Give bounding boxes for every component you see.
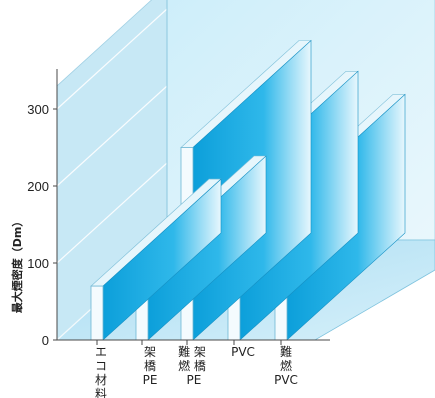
x-tick-label-4: 難燃 PVC — [274, 344, 298, 387]
y-tick-label-1: 100 — [27, 256, 49, 271]
y-tick-label-0: 0 — [42, 333, 49, 348]
gridline-left-3 — [56, 8, 168, 110]
y-tick-label-2: 200 — [27, 179, 49, 194]
y-tick-label-3: 300 — [27, 102, 49, 117]
x-tick-label-2: 難 架燃 橋 PE — [178, 344, 206, 387]
gridline-left-2 — [56, 85, 168, 187]
y-axis-label: 最大煙密度（Dm） — [10, 216, 24, 314]
gridline-left-1 — [56, 162, 168, 264]
bar-front-0 — [90, 285, 104, 341]
x-tick-label-0: エコ材料 — [95, 345, 107, 398]
x-tick-label-1: 架橋 PE — [143, 345, 158, 387]
x-tick-label-3: PVC — [231, 345, 255, 359]
